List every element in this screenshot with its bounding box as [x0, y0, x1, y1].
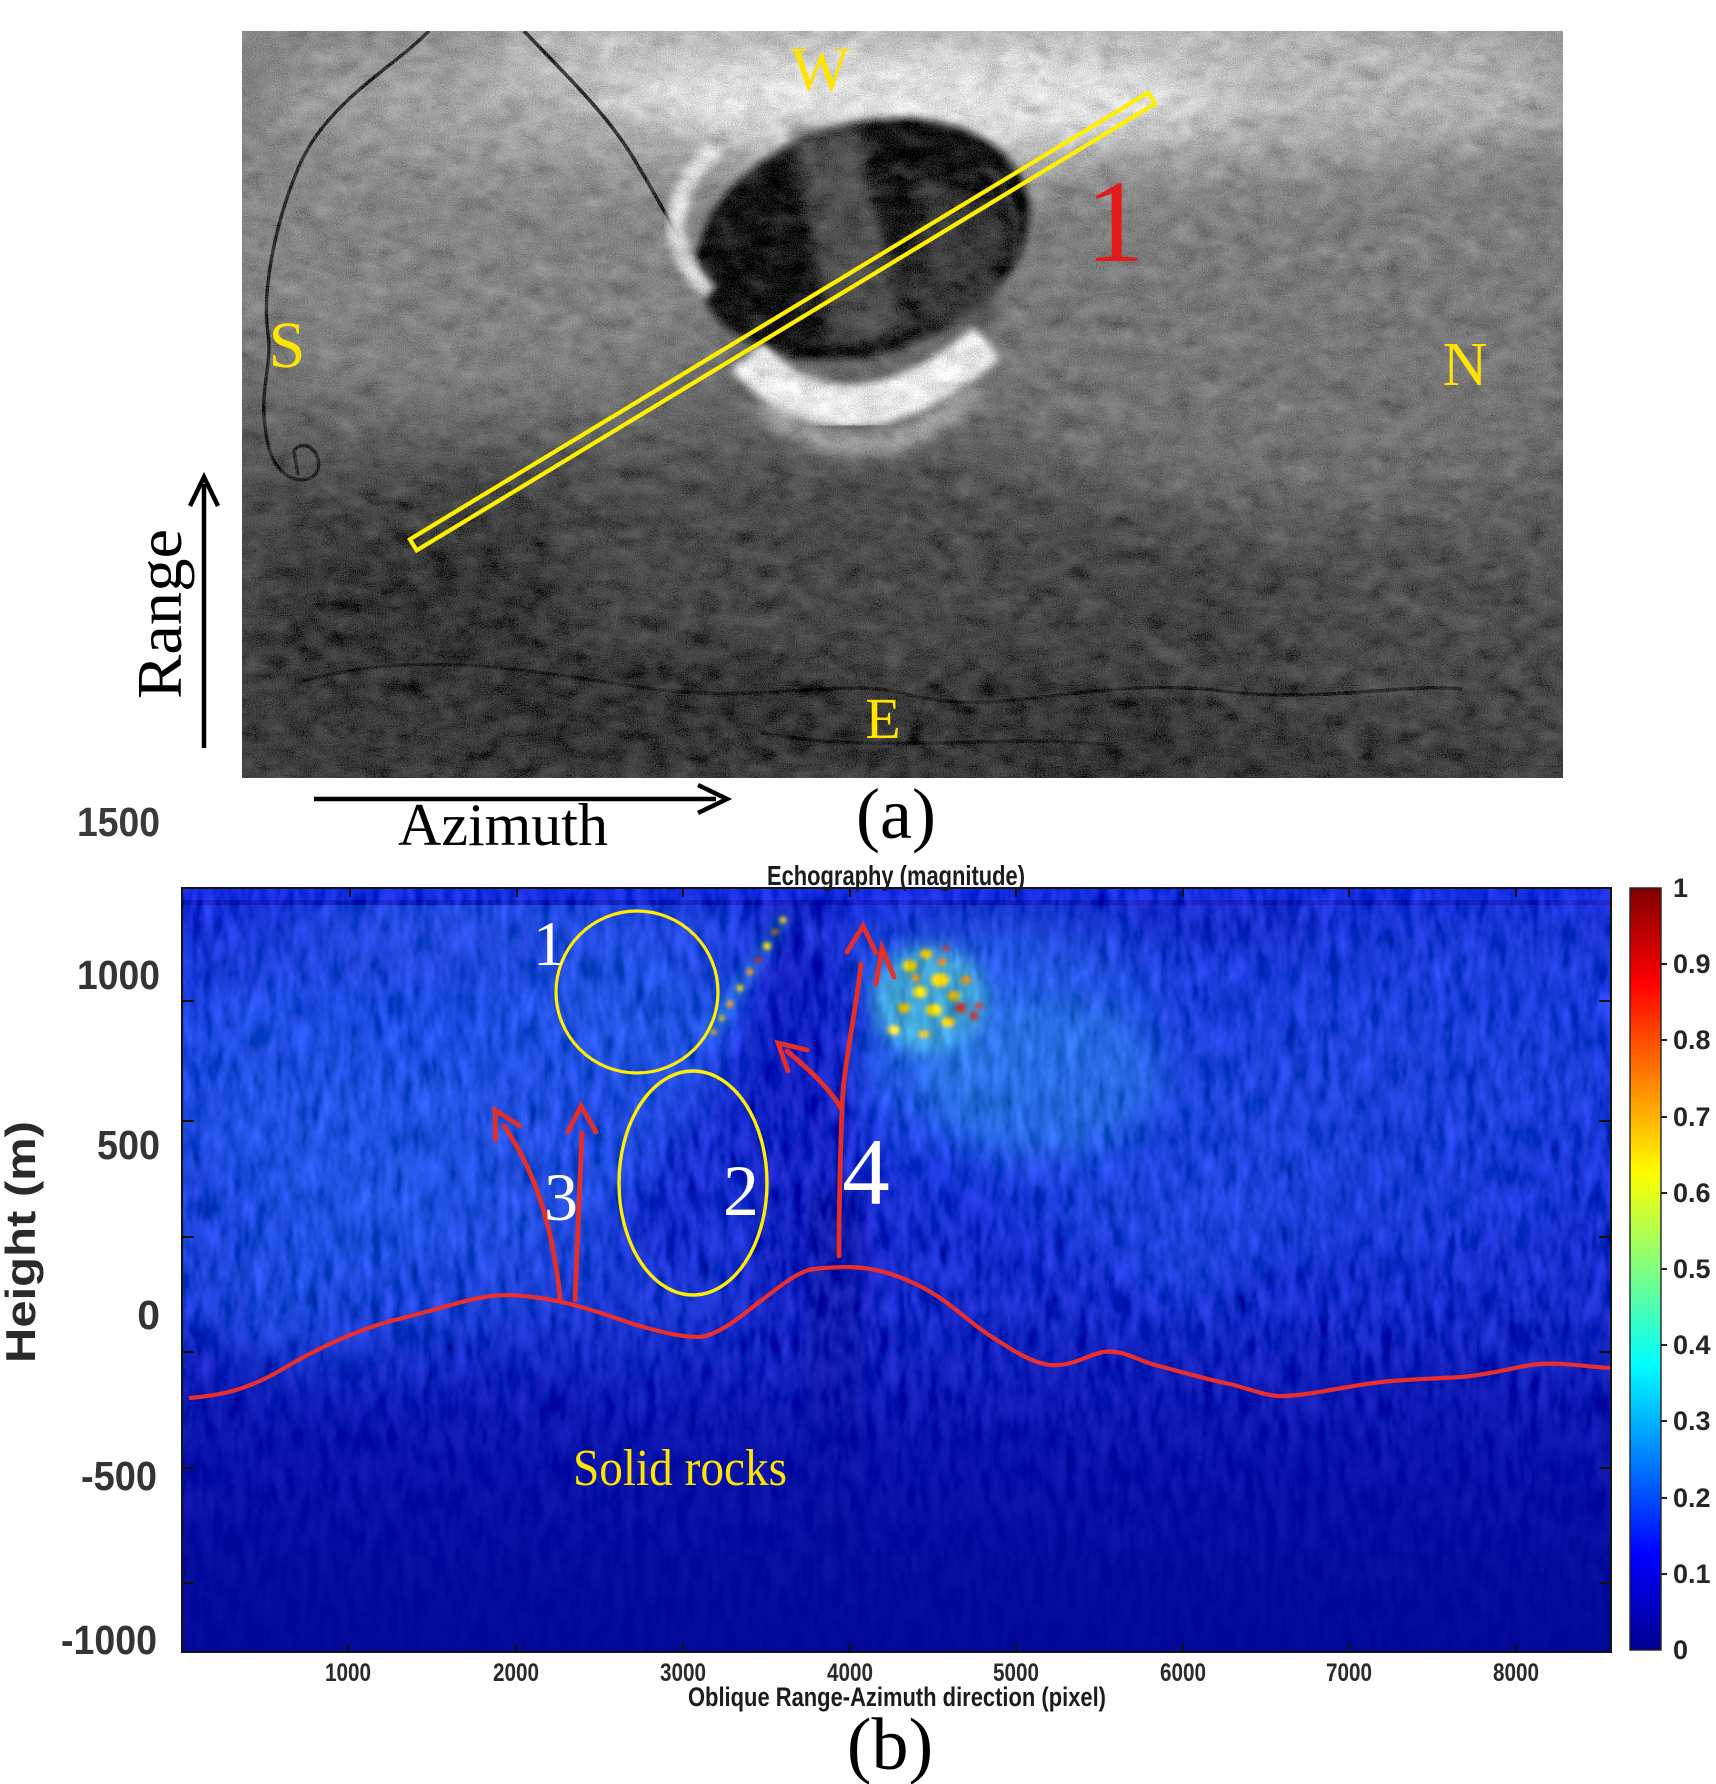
svg-text:7000: 7000 — [1326, 1659, 1372, 1687]
svg-text:1: 1 — [1673, 873, 1688, 903]
svg-text:(a): (a) — [856, 774, 936, 854]
svg-text:S: S — [269, 309, 306, 382]
svg-text:0: 0 — [137, 1292, 160, 1338]
svg-text:0.2: 0.2 — [1673, 1483, 1711, 1513]
svg-text:1000: 1000 — [77, 952, 160, 998]
svg-text:0.7: 0.7 — [1673, 1102, 1711, 1132]
svg-text:0.3: 0.3 — [1673, 1406, 1711, 1436]
svg-text:0.4: 0.4 — [1673, 1330, 1711, 1360]
svg-text:6000: 6000 — [1160, 1659, 1206, 1687]
svg-text:-500: -500 — [81, 1453, 157, 1499]
svg-text:8000: 8000 — [1493, 1659, 1539, 1687]
svg-text:3000: 3000 — [660, 1659, 706, 1687]
svg-text:3: 3 — [544, 1159, 578, 1235]
svg-text:0: 0 — [1673, 1635, 1688, 1665]
svg-text:2: 2 — [723, 1151, 759, 1231]
svg-text:1000: 1000 — [325, 1659, 371, 1687]
svg-text:Azimuth: Azimuth — [398, 792, 608, 858]
svg-text:Oblique Range-Azimuth directio: Oblique Range-Azimuth direction (pixel) — [688, 1682, 1106, 1712]
svg-text:1: 1 — [1086, 156, 1145, 287]
svg-text:W: W — [791, 36, 850, 104]
svg-text:N: N — [1443, 331, 1488, 399]
svg-text:5000: 5000 — [993, 1659, 1039, 1687]
svg-text:Echography (magnitude): Echography (magnitude) — [767, 860, 1025, 891]
svg-text:0.6: 0.6 — [1673, 1178, 1711, 1208]
svg-text:4000: 4000 — [827, 1659, 873, 1687]
svg-text:E: E — [865, 686, 900, 751]
svg-text:1: 1 — [533, 908, 565, 979]
svg-text:1500: 1500 — [77, 799, 160, 845]
svg-text:4: 4 — [842, 1119, 890, 1225]
svg-text:-1000: -1000 — [61, 1617, 157, 1663]
svg-text:(b): (b) — [847, 1704, 933, 1784]
svg-text:0.8: 0.8 — [1673, 1025, 1711, 1055]
svg-text:500: 500 — [97, 1122, 160, 1168]
svg-text:Solid rocks: Solid rocks — [573, 1440, 787, 1497]
svg-text:Range: Range — [124, 529, 195, 699]
svg-text:Height (m): Height (m) — [0, 1121, 44, 1363]
svg-text:2000: 2000 — [493, 1659, 539, 1687]
svg-text:0.9: 0.9 — [1673, 949, 1711, 979]
svg-text:0.5: 0.5 — [1673, 1254, 1711, 1284]
svg-text:0.1: 0.1 — [1673, 1559, 1711, 1589]
